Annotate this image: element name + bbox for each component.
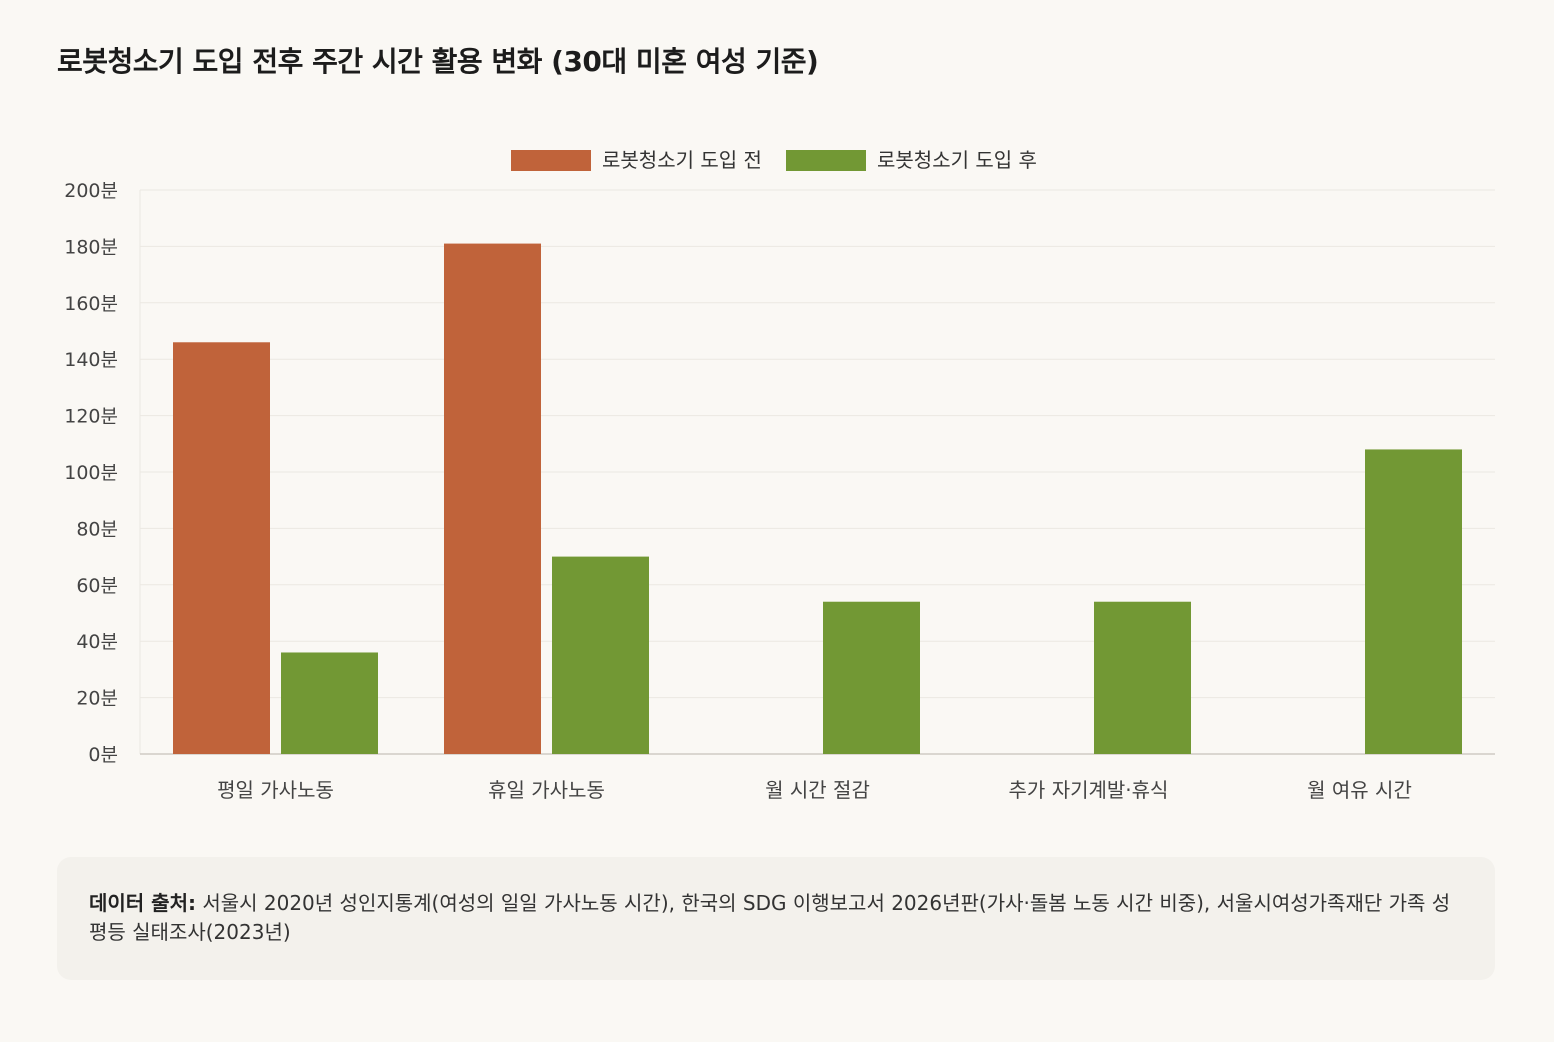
source-text: 서울시 2020년 성인지통계(여성의 일일 가사노동 시간), 한국의 SDG… bbox=[89, 891, 1451, 944]
y-tick-label: 120분 bbox=[64, 406, 118, 428]
bar bbox=[444, 243, 541, 754]
legend-swatch bbox=[511, 150, 591, 171]
y-tick-label: 200분 bbox=[64, 180, 118, 202]
x-tick-label: 휴일 가사노동 bbox=[488, 778, 605, 802]
bar bbox=[1365, 449, 1462, 754]
y-tick-label: 100분 bbox=[64, 462, 118, 484]
bar bbox=[1094, 601, 1191, 754]
x-tick-label: 추가 자기계발·휴식 bbox=[1009, 778, 1169, 802]
source-label: 데이터 출처: bbox=[89, 891, 196, 915]
y-tick-label: 140분 bbox=[64, 349, 118, 371]
bar bbox=[823, 601, 920, 754]
legend-label: 로봇청소기 도입 전 bbox=[602, 148, 762, 172]
y-tick-label: 160분 bbox=[64, 293, 118, 315]
y-tick-label: 60분 bbox=[76, 575, 118, 597]
y-tick-label: 40분 bbox=[76, 631, 118, 653]
x-tick-label: 월 여유 시간 bbox=[1307, 778, 1412, 802]
bar-chart: 0분 20분 40분 60분 80분 100분 120분 140분 160분 180분 200분평일… bbox=[64, 148, 1495, 802]
y-tick-label: 80분 bbox=[76, 518, 118, 540]
y-tick-label: 0분 bbox=[88, 744, 118, 766]
y-tick-label: 180분 bbox=[64, 236, 118, 258]
source-note: 데이터 출처: 서울시 2020년 성인지통계(여성의 일일 가사노동 시간),… bbox=[57, 857, 1495, 980]
legend-label: 로봇청소기 도입 후 bbox=[877, 148, 1037, 172]
bar bbox=[552, 556, 649, 754]
bar bbox=[281, 652, 378, 754]
chart-title: 로봇청소기 도입 전후 주간 시간 활용 변화 (30대 미혼 여성 기준) bbox=[57, 45, 819, 78]
x-tick-label: 월 시간 절감 bbox=[765, 778, 870, 802]
legend-swatch bbox=[786, 150, 866, 171]
y-tick-label: 20분 bbox=[76, 688, 118, 710]
bar bbox=[173, 342, 270, 754]
x-tick-label: 평일 가사노동 bbox=[217, 778, 334, 802]
